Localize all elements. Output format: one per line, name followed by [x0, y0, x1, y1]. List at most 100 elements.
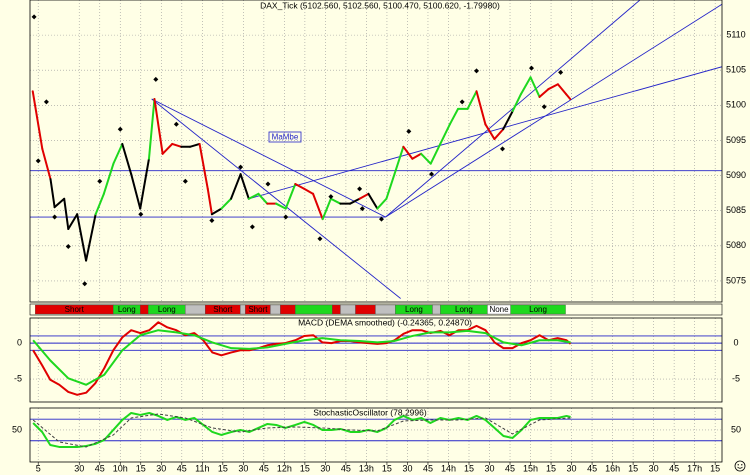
- trend-line: [248, 66, 722, 200]
- price-segment: [121, 142, 133, 176]
- price-point: [406, 128, 412, 134]
- x-tick-label: 45: [423, 463, 433, 473]
- signal-label: Long: [455, 305, 473, 314]
- x-tick-label: 15: [628, 463, 638, 473]
- price-segment: [294, 183, 306, 190]
- signal: [270, 304, 281, 315]
- trend-line: [385, 0, 641, 218]
- price-segment: [76, 213, 88, 262]
- price-segment: [53, 197, 66, 209]
- price-point: [97, 178, 103, 184]
- annotation-box: [268, 131, 302, 143]
- price-segment: [112, 142, 124, 165]
- price-point: [317, 236, 323, 242]
- panel: [30, 318, 722, 402]
- price-segment: [171, 142, 183, 148]
- price-segment: [63, 197, 70, 230]
- price-point: [52, 214, 58, 220]
- price-point: [265, 181, 271, 187]
- price-segment: [367, 192, 379, 210]
- price-segment: [402, 145, 414, 160]
- price-segment: [189, 142, 201, 148]
- panel: [30, 0, 722, 302]
- signal-label: None: [489, 305, 509, 314]
- signal-label: Short: [213, 305, 233, 314]
- signal: [185, 304, 206, 315]
- price-point: [283, 214, 289, 220]
- y-tick-label: 5080: [726, 240, 746, 250]
- x-tick-label: 15: [136, 463, 146, 473]
- signal-label: Short: [248, 305, 268, 314]
- price-segment: [220, 197, 233, 210]
- series-line: [32, 413, 571, 448]
- price-point: [35, 158, 41, 164]
- y-tick-label: -5: [14, 373, 22, 383]
- y-tick-label: -5: [732, 373, 740, 383]
- price-segment: [31, 90, 44, 150]
- x-tick-label: 30: [74, 463, 84, 473]
- price-segment: [439, 123, 451, 145]
- signal: [375, 304, 396, 315]
- price-segment: [85, 213, 97, 262]
- x-tick-label: 15: [218, 463, 228, 473]
- trend-line: [151, 98, 401, 299]
- price-segment: [147, 98, 156, 160]
- x-tick-label: 30: [649, 463, 659, 473]
- x-tick-label: 45: [259, 463, 269, 473]
- price-segment: [206, 187, 213, 216]
- smiley: [734, 460, 746, 472]
- price-segment: [161, 142, 174, 155]
- price-segment: [139, 157, 150, 210]
- price-point: [43, 99, 49, 105]
- x-tick-label: 15: [382, 463, 392, 473]
- price-point: [459, 99, 465, 105]
- series-line: [32, 329, 571, 386]
- panel-frame: [29, 0, 723, 303]
- price-segment: [502, 109, 514, 131]
- price-point: [182, 178, 188, 184]
- series-line: [32, 321, 572, 396]
- price-point: [173, 121, 179, 127]
- x-tick-label: 30: [567, 463, 577, 473]
- x-tick-label: 45: [505, 463, 515, 473]
- x-tick-label: 11h: [195, 463, 209, 473]
- annotation: MaMbe: [272, 133, 299, 142]
- panel-frame: [29, 317, 723, 403]
- signal: [432, 304, 441, 315]
- price-segment: [321, 197, 332, 221]
- y-tick-label: 50: [12, 424, 22, 434]
- x-tick-label: 45: [587, 463, 597, 473]
- signal-label: Long: [405, 305, 423, 314]
- x-tick-label: 14h: [441, 463, 456, 473]
- signal: [510, 304, 566, 315]
- price-segment: [94, 192, 105, 216]
- price-segment: [303, 187, 315, 195]
- price-segment: [102, 162, 115, 195]
- x-tick-label: 45: [669, 463, 679, 473]
- price-point: [541, 104, 547, 110]
- price-segment: [130, 173, 142, 210]
- price-segment: [230, 173, 242, 200]
- price-segment: [547, 83, 559, 91]
- price-segment: [411, 152, 423, 160]
- signal: [295, 304, 333, 315]
- price-point: [378, 216, 384, 222]
- x-tick-label: 10h: [113, 463, 128, 473]
- panel-title: MACD (DEMA smoothed) (-0.24365, 0.24870): [298, 317, 472, 327]
- x-tick-label: 45: [95, 463, 105, 473]
- x-tick-label: 15: [710, 463, 720, 473]
- price-point: [558, 69, 564, 75]
- signal-label: Long: [529, 305, 547, 314]
- price-point: [474, 68, 480, 74]
- panel-title: DAX_Tick (5102.560, 5102.560, 5100.470, …: [260, 0, 500, 10]
- price-segment: [538, 88, 550, 98]
- price-segment: [475, 90, 487, 126]
- series-line: [32, 411, 571, 448]
- price-segment: [153, 98, 164, 155]
- x-tick-label: 15: [546, 463, 556, 473]
- price-point: [328, 194, 334, 200]
- price-segment: [429, 142, 442, 165]
